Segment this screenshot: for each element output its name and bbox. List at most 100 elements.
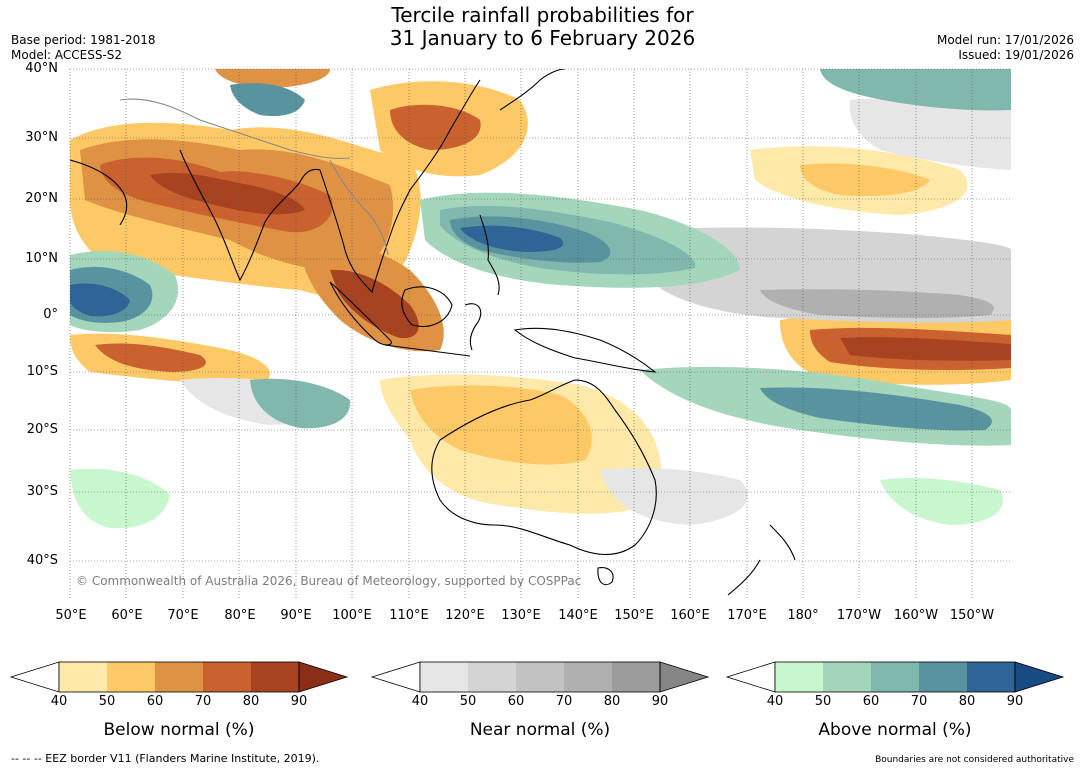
above-normal-region-far-north: [820, 69, 1011, 111]
lon-label-100e: 100°E: [332, 608, 372, 623]
lat-label-10n: 10°N: [25, 251, 58, 266]
meta-left: Base period: 1981-2018 Model: ACCESS-S2: [11, 33, 156, 63]
coastline-india: [179, 149, 321, 282]
coastline-tasmania: [597, 567, 614, 586]
colorbar-segment: [564, 662, 612, 692]
above-tick-50: 50: [814, 694, 832, 709]
lat-label-30s: 30°S: [26, 484, 58, 499]
issued-date: Issued: 19/01/2026: [958, 48, 1074, 62]
lat-label-20s: 20°S: [26, 422, 58, 437]
lat-label-40s: 40°S: [26, 553, 58, 568]
above-tick-40: 40: [766, 694, 784, 709]
above-tick-80: 80: [958, 694, 976, 709]
colorbar-segment: [516, 662, 564, 692]
colorbar-0: [9, 661, 349, 693]
colorbar-segment: [919, 662, 967, 692]
title-line-2: 31 January to 6 February 2026: [389, 26, 696, 50]
above-tick-60: 60: [862, 694, 880, 709]
disclaimer: Boundaries are not considered authoritat…: [875, 755, 1074, 765]
below-tick-80: 80: [242, 694, 260, 709]
coastline-new-zealand: [727, 524, 796, 596]
lon-label-50e: 50°E: [55, 608, 87, 623]
lat-label-20n: 20°N: [25, 191, 58, 206]
lat-label-0: 0°: [43, 307, 58, 322]
above-tick-90: 90: [1006, 694, 1024, 709]
near-normal-region-equatorial-core: [760, 289, 994, 319]
title-line-1: Tercile rainfall probabilities for: [391, 3, 694, 27]
copyright-notice: © Commonwealth of Australia 2026, Bureau…: [76, 574, 582, 588]
lon-label-70e: 70°E: [167, 608, 199, 623]
colorbar-extend-right: [1014, 661, 1065, 693]
below-normal-region-top: [215, 69, 330, 88]
below-tick-40: 40: [50, 694, 68, 709]
lon-label-90e: 90°E: [280, 608, 312, 623]
colorbars: [9, 661, 1065, 693]
lon-label-110e: 110°E: [389, 608, 429, 623]
below-tick-70: 70: [194, 694, 212, 709]
lon-label-180: 180°: [787, 608, 819, 623]
above-normal-region-south-indian: [250, 378, 351, 429]
coastline-china: [409, 79, 481, 191]
lat-label-30n: 30°N: [25, 130, 58, 145]
lon-label-130e: 130°E: [501, 608, 541, 623]
colorbar-2: [725, 661, 1065, 693]
colorbar-segment: [967, 662, 1015, 692]
colorbar-segment: [155, 662, 203, 692]
colorbar-segment: [823, 662, 871, 692]
lon-label-150w: 150°W: [949, 608, 995, 623]
colorbar-extend-left: [9, 661, 60, 693]
colorbar-1: [370, 661, 710, 693]
below-normal-region-north-pacific-core: [800, 163, 930, 197]
gridlines: [69, 68, 1011, 599]
border-indochina: [329, 159, 389, 256]
colorbar-extend-left: [370, 661, 421, 693]
coastline-java: [384, 344, 471, 357]
below-tick-90: 90: [290, 694, 308, 709]
colorbar-segment: [468, 662, 516, 692]
below-tick-60: 60: [146, 694, 164, 709]
lon-label-150e: 150°E: [614, 608, 654, 623]
below-normal-region-india-core: [150, 172, 305, 215]
colorbar-extend-right: [659, 661, 710, 693]
colorbar-frame: [419, 661, 661, 693]
border-himalaya: [119, 98, 351, 159]
coastline-indochina: [319, 169, 411, 294]
chart-title: Tercile rainfall probabilities for 31 Ja…: [0, 4, 1085, 50]
colorbar-segment: [612, 662, 660, 692]
above-normal-region-himalaya: [230, 83, 305, 117]
near-normal-region-north-pacific: [849, 98, 1011, 170]
coastline-philippines: [479, 214, 500, 296]
above-normal-region-green-patches: [70, 468, 170, 529]
near-tick-70: 70: [555, 694, 573, 709]
colorbar-segment: [775, 662, 823, 692]
coastline-sulawesi: [464, 303, 482, 351]
coastlines: [70, 69, 796, 596]
near-tick-40: 40: [411, 694, 429, 709]
above-normal-title: Above normal (%): [818, 720, 972, 740]
coastline-australia: [431, 379, 657, 556]
lon-label-60e: 60°E: [111, 608, 143, 623]
coastline-japan: [499, 69, 566, 111]
below-normal-region-pacific-core: [840, 337, 1011, 361]
lat-label-10s: 10°S: [26, 364, 58, 379]
borders: [119, 98, 389, 256]
colorbar-extend-left: [725, 661, 776, 693]
near-normal-title: Near normal (%): [469, 720, 611, 740]
lon-label-140e: 140°E: [558, 608, 598, 623]
model-name: Model: ACCESS-S2: [11, 48, 123, 62]
lon-label-170w: 170°W: [836, 608, 882, 623]
colorbar-segment: [420, 662, 468, 692]
model-run: Model run: 17/01/2026: [936, 33, 1074, 47]
base-period: Base period: 1981-2018: [11, 33, 156, 47]
lon-label-120e: 120°E: [445, 608, 485, 623]
near-normal-region-tasman: [600, 468, 748, 525]
colorbar-segment: [871, 662, 919, 692]
lat-label-40n: 40°N: [25, 61, 58, 76]
meta-right: Model run: 17/01/2026 Issued: 19/01/2026: [937, 33, 1074, 63]
below-normal-region-indian-ocean-core: [95, 343, 206, 372]
above-normal-region-indian-ocean-west-core: [70, 283, 130, 317]
lon-label-170e: 170°E: [727, 608, 767, 623]
below-normal-title: Below normal (%): [103, 720, 255, 740]
near-tick-60: 60: [507, 694, 525, 709]
